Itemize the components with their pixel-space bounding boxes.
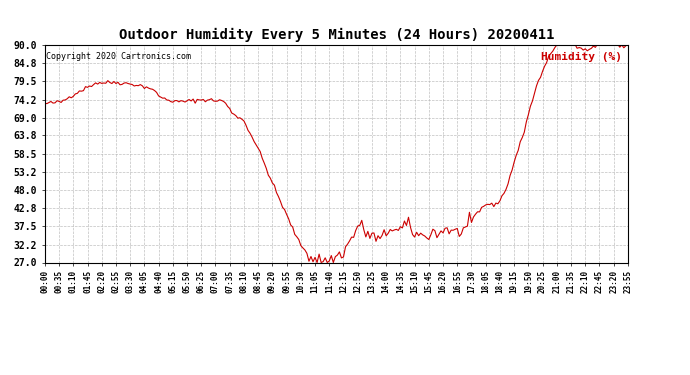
Text: Humidity (%): Humidity (%) <box>541 51 622 62</box>
Text: Copyright 2020 Cartronics.com: Copyright 2020 Cartronics.com <box>46 51 191 60</box>
Title: Outdoor Humidity Every 5 Minutes (24 Hours) 20200411: Outdoor Humidity Every 5 Minutes (24 Hou… <box>119 28 554 42</box>
